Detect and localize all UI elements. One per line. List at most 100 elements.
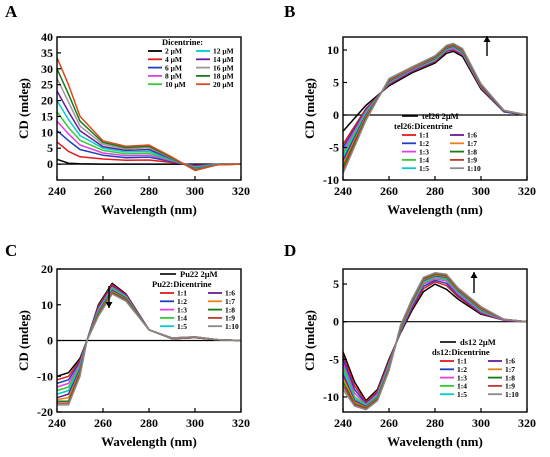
y-tick-label: 0	[333, 315, 339, 329]
legend-entry: 1:5	[457, 390, 467, 399]
series-line-0	[56, 158, 241, 165]
x-tick-label: 280	[140, 184, 158, 198]
chart-panel-b: 240 260 280 300 320 -10 -5 0 5 10 Wavelength (nm) C…	[284, 2, 536, 217]
x-tick-label: 300	[472, 416, 490, 430]
x-tick-label: 240	[334, 416, 352, 430]
legend-entry: 1:6	[225, 289, 235, 298]
series-line-10	[57, 293, 242, 406]
y-tick-label: -10	[37, 369, 53, 383]
series-line-8	[342, 273, 528, 409]
legend: tel26 2μMtel26:Dicentrine1:11:21:31:41:5…	[394, 111, 481, 173]
series-line-1	[56, 283, 242, 381]
trend-arrow-head	[470, 272, 478, 278]
series-line-0	[342, 283, 528, 402]
x-tick-label: 260	[380, 416, 398, 430]
series-line-3	[342, 47, 528, 152]
y-tick-label: 5	[47, 141, 53, 155]
series-line-4	[56, 111, 242, 169]
series-line-6	[342, 275, 528, 408]
plot-frame	[342, 268, 528, 413]
legend-entry: 14 μM	[213, 55, 234, 64]
y-tick-label: 15	[41, 109, 53, 123]
chart-panel-c: 240 260 280 300 320 -20 -10 0 10 20 Wavelength (nm…	[5, 241, 250, 449]
x-tick-label: 260	[94, 416, 112, 430]
chart-panel-d: 240 260 280 300 320 -10 -5 0 5 Wavelength (nm) CD …	[284, 241, 536, 449]
x-tick-label: 300	[186, 184, 204, 198]
y-tick-label: -10	[323, 390, 339, 404]
y-tick-label: 5	[333, 76, 339, 90]
legend-entry: 1:4	[457, 382, 467, 391]
legend-entry: 6 μM	[165, 63, 182, 72]
y-tick-label: 10	[41, 298, 53, 312]
y-tick-label: 10	[41, 125, 53, 139]
y-tick-label: 0	[47, 157, 53, 171]
legend-entry: ds12 2μM	[460, 337, 496, 347]
legend-entry: 1:9	[225, 314, 235, 323]
y-tick-label: 0	[333, 108, 339, 122]
y-tick-label: 0	[47, 334, 53, 348]
legend-entry: 1:1	[419, 131, 429, 140]
series-line-9	[342, 272, 528, 410]
legend-entry: 1:4	[419, 156, 429, 165]
legend-entry: 1:2	[457, 365, 467, 374]
legend-title: ds12:Dicentrine	[432, 347, 490, 357]
series-line-2	[342, 48, 528, 148]
x-axis-label: Wavelength (nm)	[387, 202, 483, 217]
trend-arrow-head	[483, 36, 491, 42]
y-axis-label: CD (mdeg)	[302, 78, 317, 139]
panel-label: B	[284, 2, 295, 21]
legend-entry: 1:3	[457, 373, 467, 382]
legend-entry: 8 μM	[165, 72, 182, 81]
legend-entry: Pu22 2μM	[180, 269, 218, 279]
series-line-5	[56, 288, 242, 395]
y-tick-label: 30	[41, 62, 53, 76]
legend-entry: 1:8	[225, 305, 235, 314]
legend-entry: tel26 2μM	[422, 111, 459, 121]
legend-entry: 2 μM	[165, 47, 182, 56]
legend-entry: 1:3	[177, 305, 187, 314]
y-tick-label: -5	[329, 141, 339, 155]
series-line-10	[342, 272, 528, 411]
legend-entry: 1:3	[419, 147, 429, 156]
series-group	[342, 42, 528, 174]
series-line-6	[56, 289, 242, 399]
legend-entry: 10 μM	[165, 80, 186, 89]
x-tick-label: 260	[94, 184, 112, 198]
series-group	[342, 272, 528, 411]
x-axis-label: Wavelength (nm)	[101, 202, 197, 217]
series-group	[56, 57, 242, 172]
legend-entry: 1:7	[225, 297, 235, 306]
legend-entry: 16 μM	[213, 63, 234, 72]
y-tick-label: 25	[41, 78, 53, 92]
legend-entry: 1:7	[505, 365, 515, 374]
x-tick-label: 280	[426, 416, 444, 430]
legend-entry: 1:9	[505, 382, 515, 391]
legend-entry: 1:2	[177, 297, 187, 306]
legend-entry: 1:6	[467, 131, 477, 140]
panel-label: C	[5, 241, 17, 260]
panel-label: A	[5, 2, 18, 21]
y-tick-label: 20	[41, 94, 53, 108]
y-tick-label: -20	[37, 405, 53, 419]
trend-arrow-head	[105, 302, 113, 308]
y-axis-label: CD (mdeg)	[302, 310, 317, 371]
legend-entry: 1:10	[225, 322, 239, 331]
x-tick-label: 280	[426, 184, 444, 198]
legend-entry: 4 μM	[165, 55, 182, 64]
legend-entry: 1:6	[505, 357, 515, 366]
legend-entry: 1:1	[457, 357, 467, 366]
legend-entry: 1:2	[419, 139, 429, 148]
legend-entry: 1:8	[467, 147, 477, 156]
legend-title: Dicentrine:	[162, 37, 203, 47]
x-tick-label: 260	[380, 184, 398, 198]
y-tick-label: -5	[329, 352, 339, 366]
legend-entry: 20 μM	[213, 80, 234, 89]
x-tick-label: 320	[232, 416, 250, 430]
legend-entry: 1:4	[177, 314, 187, 323]
x-axis-label: Wavelength (nm)	[387, 434, 483, 449]
